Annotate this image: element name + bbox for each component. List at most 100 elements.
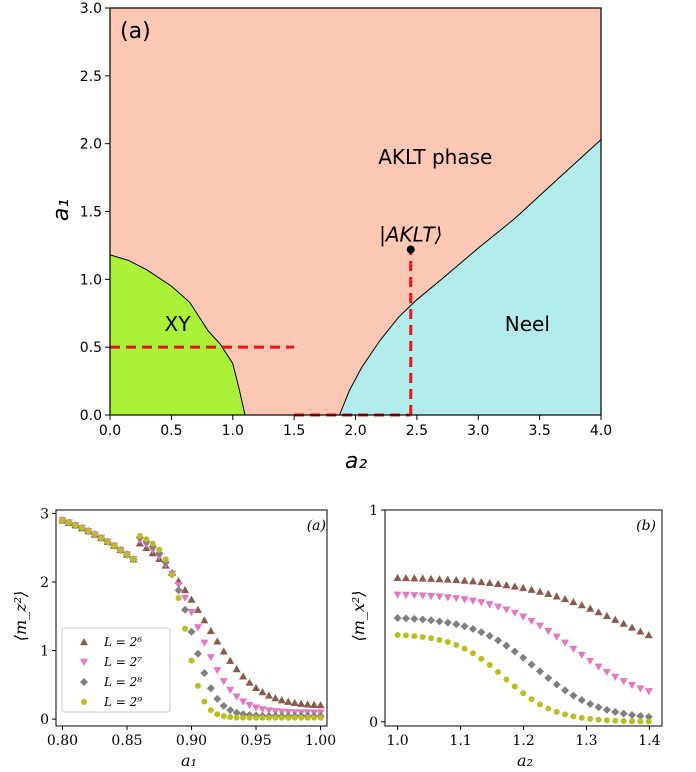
point-3 <box>169 571 176 578</box>
point-2 <box>181 605 190 614</box>
point-3 <box>149 540 156 547</box>
point-0 <box>245 678 254 686</box>
point-3 <box>545 705 552 712</box>
point-1 <box>552 633 561 641</box>
phase-diagram: 0.0 0.5 1.0 1.5 2.0 2.5 3.0 3.5 4.0 0.0 0.5 1.0 1.5 2… <box>49 1 612 474</box>
point-2 <box>410 614 419 623</box>
point-3 <box>117 546 124 553</box>
point-3 <box>553 708 560 715</box>
point-0 <box>193 605 202 613</box>
point-3 <box>207 707 214 714</box>
point-0 <box>577 601 586 609</box>
point-3 <box>272 714 279 721</box>
point-1 <box>226 686 235 695</box>
right-x-tick-label: 1.1 <box>449 733 471 749</box>
point-0 <box>602 611 611 620</box>
point-3 <box>595 716 602 723</box>
point-1 <box>401 591 410 599</box>
point-0 <box>264 691 273 699</box>
point-0 <box>271 694 280 702</box>
point-0 <box>213 637 222 645</box>
left-y-tick-label: 0 <box>40 712 49 728</box>
point-3 <box>265 714 272 721</box>
point-1 <box>644 688 653 696</box>
top-x-tick-label: 0.5 <box>160 423 182 439</box>
point-3 <box>78 525 85 532</box>
point-0 <box>277 696 286 704</box>
point-3 <box>419 633 426 640</box>
point-3 <box>98 534 105 541</box>
point-1 <box>200 639 209 647</box>
point-1 <box>544 627 553 636</box>
point-3 <box>156 546 163 553</box>
point-0 <box>181 585 190 594</box>
point-3 <box>453 641 460 648</box>
point-0 <box>494 579 503 588</box>
point-2 <box>544 674 553 683</box>
point-1 <box>477 599 486 607</box>
point-3 <box>587 715 594 722</box>
point-2 <box>569 691 578 700</box>
point-3 <box>612 717 619 724</box>
point-0 <box>611 615 620 623</box>
point-1 <box>187 609 196 617</box>
point-3 <box>304 714 311 721</box>
point-0 <box>303 700 312 708</box>
point-3 <box>136 532 143 539</box>
point-3 <box>428 635 435 642</box>
point-3 <box>486 662 493 669</box>
point-0 <box>561 594 570 603</box>
aklt-point-label: |AKLT⟩ <box>379 222 442 246</box>
left-y-axis-label: ⟨m_z²⟩ <box>11 591 30 642</box>
point-0 <box>316 701 325 709</box>
point-2 <box>460 622 469 631</box>
point-3 <box>278 714 285 721</box>
point-0 <box>206 626 215 635</box>
point-0 <box>239 672 248 680</box>
point-3 <box>520 690 527 697</box>
point-1 <box>427 592 436 601</box>
point-2 <box>535 667 544 676</box>
point-3 <box>394 631 401 638</box>
aklt-point <box>406 245 415 254</box>
right-y-tick-label: 0 <box>369 715 378 731</box>
left-y-tick-label: 2 <box>40 575 49 591</box>
point-2 <box>187 627 196 636</box>
point-2 <box>213 694 222 703</box>
point-0 <box>628 623 637 631</box>
top-x-tick-label: 2.0 <box>344 423 366 439</box>
point-1 <box>468 597 477 605</box>
point-1 <box>264 707 273 715</box>
point-0 <box>594 608 603 616</box>
point-1 <box>443 594 452 602</box>
point-2 <box>519 653 528 662</box>
point-2 <box>418 615 427 624</box>
point-0 <box>290 698 299 707</box>
point-0 <box>636 627 645 635</box>
point-2 <box>232 708 241 717</box>
point-0 <box>477 577 486 586</box>
top-x-tick-label: 1.5 <box>283 423 305 439</box>
point-3 <box>469 650 476 657</box>
point-1 <box>452 595 461 603</box>
point-3 <box>162 556 169 563</box>
point-1 <box>245 702 254 710</box>
point-0 <box>427 574 436 582</box>
point-0 <box>586 604 595 612</box>
point-1 <box>535 622 544 630</box>
left-panel-label: (a) <box>307 518 326 534</box>
point-3 <box>444 639 451 646</box>
left-x-tick-label: 0.85 <box>111 733 142 749</box>
mx-scatter-plot: 1.0 1.1 1.2 1.3 1.4 0 1 (b) a₂ ⟨m_x²⟩ <box>349 503 663 770</box>
aklt-phase-label: AKLT phase <box>378 145 492 169</box>
mz-scatter-plot: 0.80 0.85 0.90 0.95 1.00 0 1 2 3 (a) a₁ ⟨m_z²⟩ L… <box>11 506 336 770</box>
point-0 <box>485 578 494 587</box>
point-0 <box>519 583 528 592</box>
point-3 <box>130 556 137 563</box>
point-1 <box>594 663 603 671</box>
left-points <box>58 516 325 721</box>
point-1 <box>527 617 536 626</box>
point-2 <box>561 686 570 695</box>
point-1 <box>219 678 228 686</box>
